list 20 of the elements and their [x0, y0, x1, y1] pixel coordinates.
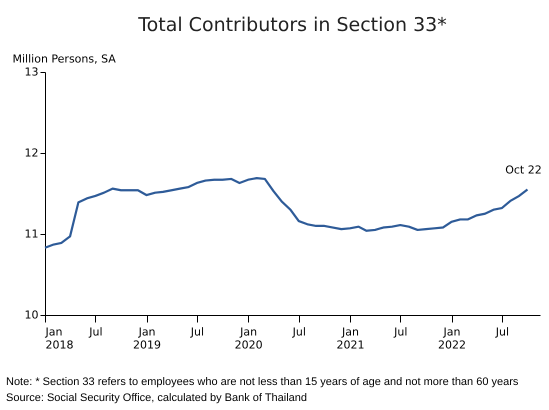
text: Note: * Section 33 refers to employees who are not less than 15 years of age and not more than 60 years: [6, 375, 518, 390]
y-tick-label: 13: [24, 66, 38, 78]
source-note: Source: Social Security Office, calculated by Bank of Thailand: [6, 391, 308, 406]
x-tick-label: Jul: [88, 326, 103, 338]
y-axis-title: Million Persons, SA: [12, 52, 116, 66]
x-tick-label: Jul: [494, 326, 510, 338]
x-tick-label: Jul: [190, 326, 204, 338]
y-tick-label: 11: [24, 228, 38, 240]
chart-title: Total Contributors in Section 33*: [137, 14, 447, 36]
x-tick-label: Jan 2019: [133, 326, 162, 352]
x-tick-label: Jul: [292, 326, 306, 338]
annotation: Oct 22: [505, 163, 542, 176]
line-series: [44, 177, 529, 249]
x-tick-label: Jan 2018: [44, 326, 74, 352]
x-tick-label: Jan 2020: [234, 326, 263, 352]
y-tick-label: 10: [24, 308, 38, 322]
x-tick-label: Jan 2022: [438, 326, 466, 352]
y-tick-label: 12: [24, 146, 38, 160]
x-tick-label: Jul: [393, 326, 408, 338]
x-tick-label: Jan 2021: [336, 326, 364, 352]
